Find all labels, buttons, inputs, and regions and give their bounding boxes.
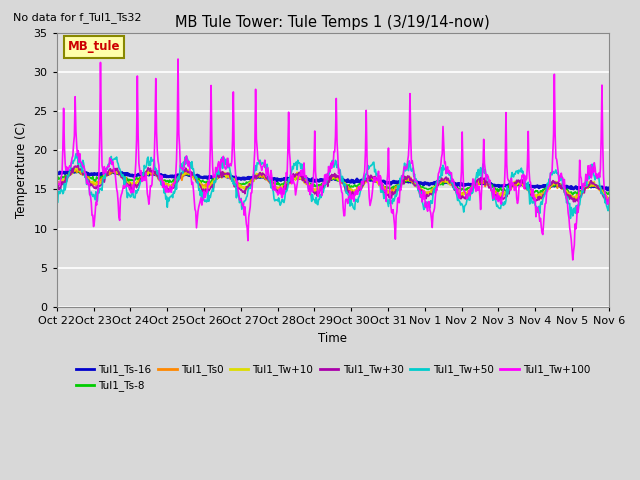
- Y-axis label: Temperature (C): Temperature (C): [15, 121, 28, 218]
- Text: No data for f_Tul1_Ts32: No data for f_Tul1_Ts32: [13, 12, 141, 23]
- Title: MB Tule Tower: Tule Temps 1 (3/19/14-now): MB Tule Tower: Tule Temps 1 (3/19/14-now…: [175, 15, 490, 30]
- X-axis label: Time: Time: [318, 332, 348, 345]
- Text: MB_tule: MB_tule: [68, 40, 120, 53]
- Legend: Tul1_Ts-16, Tul1_Ts-8, Tul1_Ts0, Tul1_Tw+10, Tul1_Tw+30, Tul1_Tw+50, Tul1_Tw+100: Tul1_Ts-16, Tul1_Ts-8, Tul1_Ts0, Tul1_Tw…: [72, 360, 594, 396]
